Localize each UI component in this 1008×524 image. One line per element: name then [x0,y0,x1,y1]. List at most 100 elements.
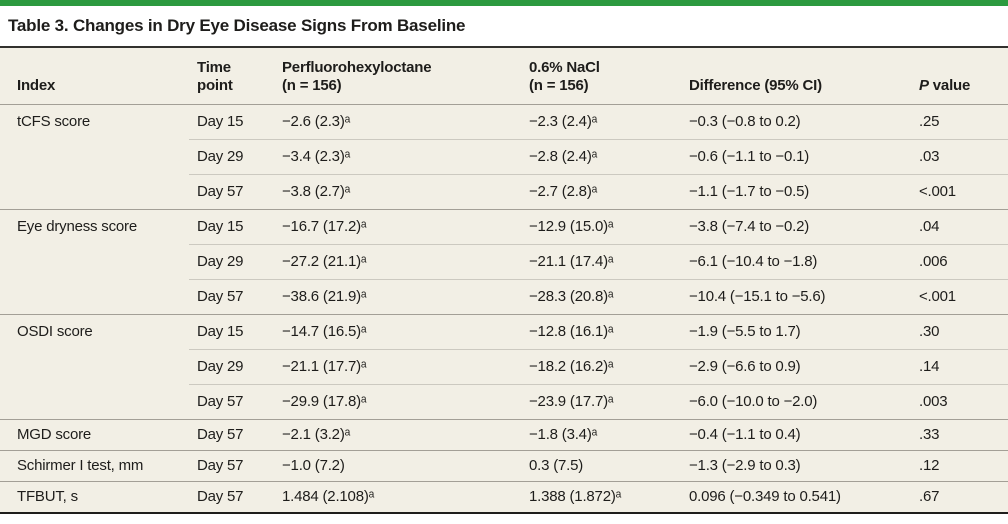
cell-difference: −1.1 (−1.7 to −0.5) [681,173,911,209]
table-row: tCFS score Day 15 −2.6 (2.3)ᵃ −2.3 (2.4)… [0,104,1008,139]
cell-timepoint: Day 57 [189,480,274,512]
col-header-nacl-line1: 0.6% NaCl [529,58,600,76]
table-header-row: Index Time point Perfluorohexyloctane (n… [0,48,1008,105]
col-header-index: Index [0,48,189,105]
cell-index [0,244,189,279]
cell-nacl: −12.9 (15.0)ᵃ [521,208,681,244]
col-header-nacl-line2: (n = 156) [529,76,589,94]
cell-index: OSDI score [0,313,189,349]
table-row: Day 29 −27.2 (21.1)ᵃ −21.1 (17.4)ᵃ −6.1 … [0,243,1008,279]
cell-pvalue: .03 [911,138,1008,174]
table-row: Day 57 −38.6 (21.9)ᵃ −28.3 (20.8)ᵃ −10.4… [0,278,1008,314]
cell-difference: 0.096 (−0.349 to 0.541) [681,480,911,512]
cell-pvalue: .003 [911,383,1008,419]
table-row: Day 29 −3.4 (2.3)ᵃ −2.8 (2.4)ᵃ −0.6 (−1.… [0,138,1008,174]
cell-index [0,384,189,419]
table3: Index Time point Perfluorohexyloctane (n… [0,48,1008,512]
table-top-rule [0,46,1008,48]
cell-index: tCFS score [17,113,91,131]
col-header-pvalue-italic: P [919,76,929,94]
col-header-nacl: 0.6% NaCl (n = 156) [521,48,681,105]
table-title: Table 3. Changes in Dry Eye Disease Sign… [8,16,466,35]
col-header-pvalue: P value [911,48,1008,105]
cell-timepoint: Day 15 [189,313,274,349]
table-row: Day 29 −21.1 (17.7)ᵃ −18.2 (16.2)ᵃ −2.9 … [0,348,1008,384]
table-row: Day 57 −29.9 (17.8)ᵃ −23.9 (17.7)ᵃ −6.0 … [0,383,1008,419]
title-block: Table 3. Changes in Dry Eye Disease Sign… [0,6,1008,46]
cell-timepoint: Day 15 [189,208,274,244]
col-header-perfluorohexyloctane: Perfluorohexyloctane (n = 156) [274,48,521,105]
cell-difference: −0.3 (−0.8 to 0.2) [689,113,801,130]
accent-bar [0,0,1008,6]
cell-perfluorohexyloctane: −38.6 (21.9)ᵃ [274,278,521,314]
cell-nacl: −21.1 (17.4)ᵃ [521,243,681,279]
col-header-pvalue-rest: value [932,76,971,94]
cell-nacl: −18.2 (16.2)ᵃ [521,348,681,384]
cell-difference: −6.1 (−10.4 to −1.8) [681,243,911,279]
cell-difference: −10.4 (−15.1 to −5.6) [681,278,911,314]
cell-index: MGD score [0,418,189,450]
table-row: Eye dryness score Day 15 −16.7 (17.2)ᵃ −… [0,208,1008,244]
cell-timepoint: Day 15 [197,113,244,130]
cell-perfluorohexyloctane: −1.0 (7.2) [274,449,521,481]
table-row: MGD score Day 57 −2.1 (3.2)ᵃ −1.8 (3.4)ᵃ… [0,418,1008,450]
table-row: TFBUT, s Day 57 1.484 (2.108)ᵃ 1.388 (1.… [0,480,1008,512]
cell-perfluorohexyloctane: −3.8 (2.7)ᵃ [274,173,521,209]
cell-timepoint: Day 57 [189,383,274,419]
cell-index [0,279,189,314]
cell-pvalue: .04 [911,208,1008,244]
cell-perfluorohexyloctane: −14.7 (16.5)ᵃ [274,313,521,349]
cell-index: Eye dryness score [0,208,189,244]
cell-pvalue: .14 [911,348,1008,384]
cell-perfluorohexyloctane: 1.484 (2.108)ᵃ [274,480,521,512]
cell-pvalue: <.001 [911,278,1008,314]
cell-nacl: −12.8 (16.1)ᵃ [521,313,681,349]
table-row: Day 57 −3.8 (2.7)ᵃ −2.7 (2.8)ᵃ −1.1 (−1.… [0,173,1008,209]
table-body: tCFS score Day 15 −2.6 (2.3)ᵃ −2.3 (2.4)… [0,104,1008,512]
cell-nacl: −23.9 (17.7)ᵃ [521,383,681,419]
col-header-timepoint-line1: Time [197,58,231,76]
table-row: OSDI score Day 15 −14.7 (16.5)ᵃ −12.8 (1… [0,313,1008,349]
cell-perfluorohexyloctane: −16.7 (17.2)ᵃ [274,208,521,244]
cell-perfluorohexyloctane: −29.9 (17.8)ᵃ [274,383,521,419]
cell-perfluorohexyloctane: −21.1 (17.7)ᵃ [274,348,521,384]
col-header-timepoint-line2: point [197,76,233,94]
cell-timepoint: Day 57 [189,173,274,209]
cell-perfluorohexyloctane: −27.2 (21.1)ᵃ [274,243,521,279]
cell-timepoint: Day 29 [189,138,274,174]
cell-timepoint: Day 57 [189,418,274,450]
col-header-difference: Difference (95% CI) [681,48,911,105]
col-header-difference-label: Difference (95% CI) [689,76,822,94]
cell-timepoint: Day 29 [189,243,274,279]
cell-index: Schirmer I test, mm [0,449,189,481]
cell-pvalue: .33 [911,418,1008,450]
cell-pvalue: <.001 [911,173,1008,209]
cell-difference: −3.8 (−7.4 to −0.2) [681,208,911,244]
cell-timepoint: Day 29 [189,348,274,384]
cell-difference: −2.9 (−6.6 to 0.9) [681,348,911,384]
cell-pvalue: .67 [911,480,1008,512]
cell-index [0,174,189,209]
cell-index: TFBUT, s [0,480,189,512]
cell-nacl: −2.8 (2.4)ᵃ [521,138,681,174]
cell-perfluorohexyloctane: −2.6 (2.3)ᵃ [282,113,351,130]
cell-difference: −0.4 (−1.1 to 0.4) [681,418,911,450]
cell-pvalue: .25 [919,113,940,130]
cell-difference: −0.6 (−1.1 to −0.1) [681,138,911,174]
cell-nacl: 1.388 (1.872)ᵃ [521,480,681,512]
cell-nacl: −1.8 (3.4)ᵃ [521,418,681,450]
cell-nacl: −28.3 (20.8)ᵃ [521,278,681,314]
cell-index [0,139,189,174]
cell-timepoint: Day 57 [189,278,274,314]
col-header-perfluorohexyloctane-line2: (n = 156) [282,76,342,94]
col-header-perfluorohexyloctane-line1: Perfluorohexyloctane [282,58,432,76]
cell-difference: −1.3 (−2.9 to 0.3) [681,449,911,481]
cell-nacl: −2.7 (2.8)ᵃ [521,173,681,209]
cell-difference: −1.9 (−5.5 to 1.7) [681,313,911,349]
cell-difference: −6.0 (−10.0 to −2.0) [681,383,911,419]
table-row: Schirmer I test, mm Day 57 −1.0 (7.2) 0.… [0,449,1008,481]
cell-pvalue: .12 [911,449,1008,481]
cell-pvalue: .006 [911,243,1008,279]
cell-index [0,349,189,384]
